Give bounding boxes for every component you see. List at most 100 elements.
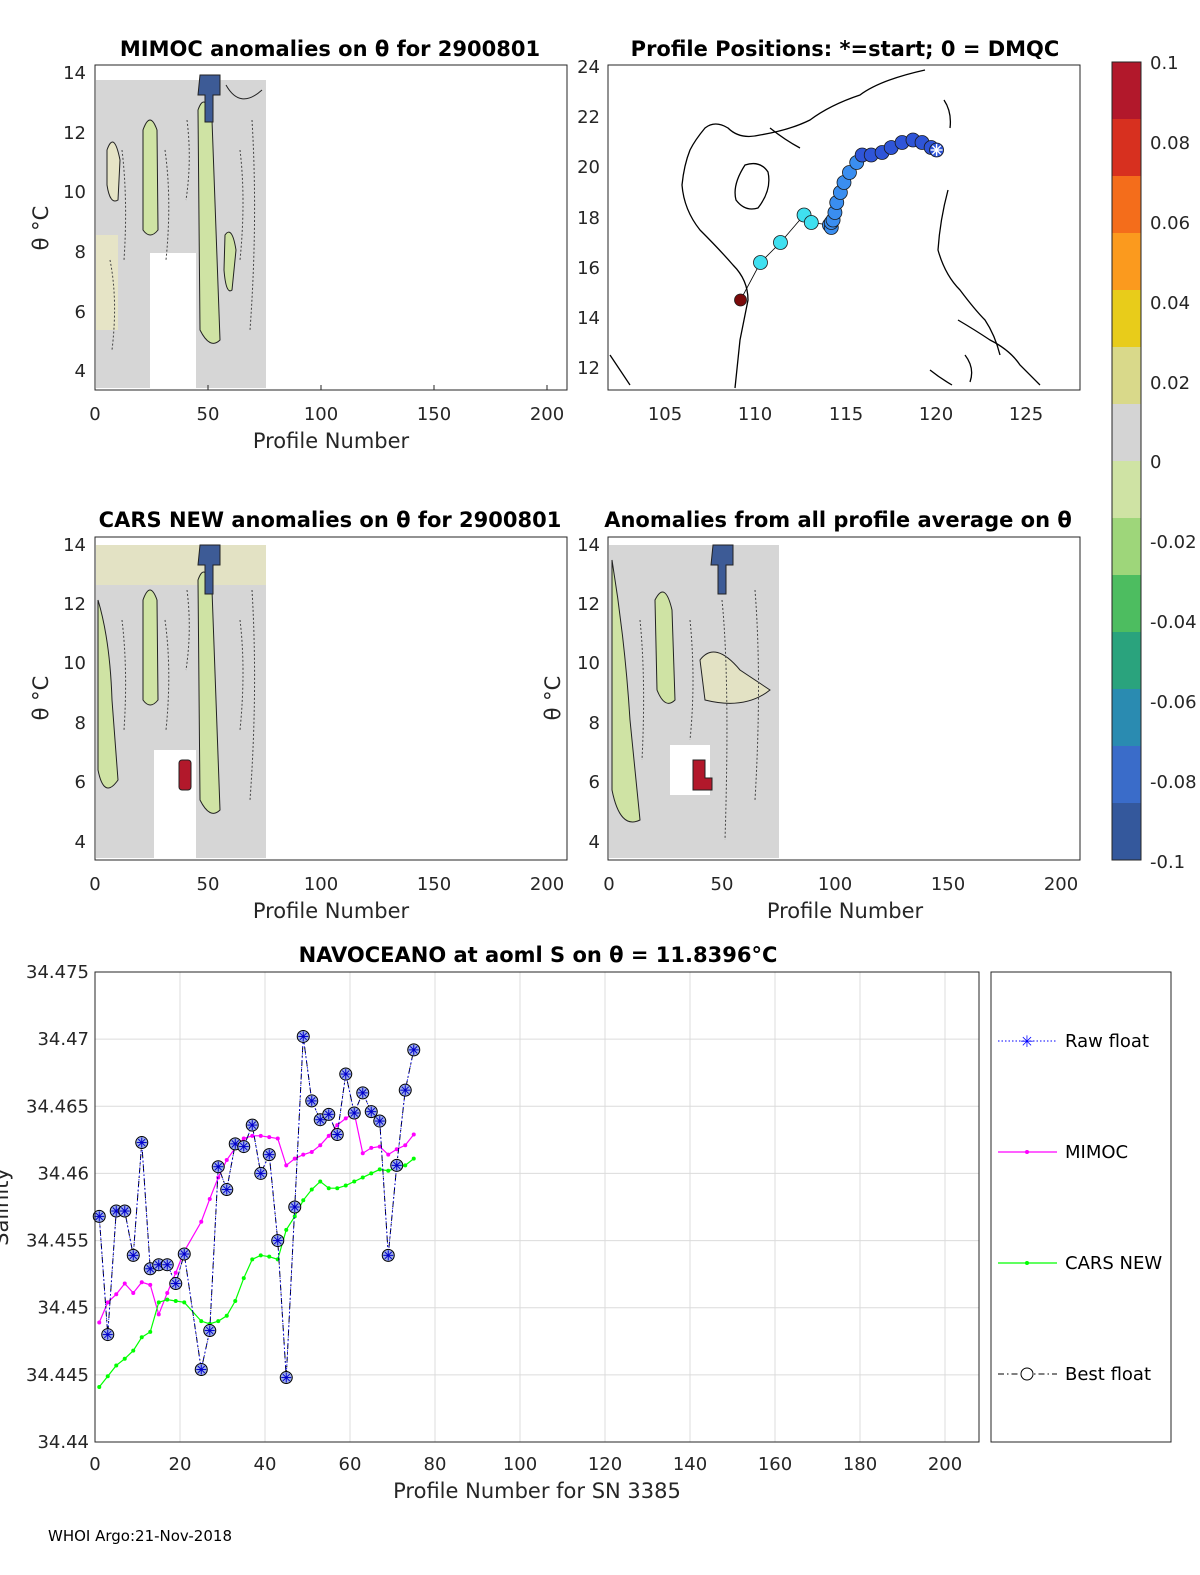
- mimoc-point: [207, 1196, 212, 1201]
- cars-xtick-1: 50: [197, 874, 220, 895]
- mimoc-point: [326, 1133, 331, 1138]
- raw-point: [264, 1149, 275, 1160]
- colorbar-band: [1112, 290, 1141, 348]
- positions-xtick-3: 120: [919, 404, 953, 425]
- cars-point: [335, 1186, 340, 1191]
- cars-heatmap: [96, 544, 266, 858]
- mimoc-point: [360, 1151, 365, 1156]
- raw-point: [255, 1168, 266, 1179]
- raw-point: [315, 1114, 326, 1125]
- mimoc-point: [369, 1145, 374, 1150]
- cars-xticks: 0 50 100 150 200: [89, 874, 564, 895]
- raw-point: [332, 1129, 343, 1140]
- mimoc-xtick-2: 100: [304, 404, 338, 425]
- avg-xtick-3: 150: [931, 874, 965, 895]
- salinity-xtick: 160: [758, 1454, 792, 1475]
- colorbar-band: [1112, 803, 1141, 861]
- positions-ytick-1: 14: [577, 308, 600, 329]
- mimoc-ylabel: θ °C: [29, 206, 53, 251]
- salinity-xtick: 0: [89, 1454, 100, 1475]
- salinity-ytick: 34.46: [37, 1163, 89, 1184]
- colorbar-frame: [1111, 61, 1142, 861]
- positions-xtick-0: 105: [648, 404, 682, 425]
- cbar-tick-0: 0.1: [1150, 53, 1179, 74]
- avg-ytick-1: 6: [589, 772, 600, 793]
- mimoc-axes: [94, 64, 568, 391]
- raw-point: [179, 1249, 190, 1259]
- salinity-xlabel: Profile Number for SN 3385: [393, 1479, 681, 1503]
- cbar-tick-7: -0.04: [1150, 612, 1197, 633]
- legend-raw: ✳ Raw float: [998, 1031, 1149, 1052]
- mimoc-point: [301, 1152, 306, 1157]
- mimoc-ytick-0: 4: [75, 361, 86, 382]
- legend-best: Best float: [998, 1364, 1151, 1385]
- salinity-grid: [95, 972, 979, 1442]
- salinity-ytick: 34.455: [26, 1231, 89, 1252]
- colorbar-bands: [1112, 62, 1141, 861]
- cars-point: [182, 1300, 187, 1305]
- mimoc-ytick-2: 8: [75, 242, 86, 263]
- cars-ytick-5: 14: [63, 535, 86, 556]
- cbar-tick-9: -0.08: [1150, 772, 1197, 793]
- salinity-panel: NAVOCEANO at aoml S on θ = 11.8396°C 0 20…: [0, 943, 1172, 1503]
- cars-point: [241, 1276, 246, 1281]
- cars-point: [369, 1171, 374, 1176]
- cbar-tick-6: -0.02: [1150, 532, 1197, 553]
- mimoc-point: [173, 1270, 178, 1275]
- mimoc-point: [97, 1320, 102, 1325]
- avg-heatmap: [609, 544, 779, 858]
- positions-yticks: 12 14 16 18 20 22 24: [577, 57, 600, 379]
- mimoc-heatmap: [96, 74, 266, 388]
- cars-point: [122, 1356, 127, 1361]
- avg-xtick-0: 0: [603, 874, 614, 895]
- salinity-ytick: 34.465: [26, 1096, 89, 1117]
- salinity-ytick: 34.44: [37, 1432, 89, 1453]
- legend-mimoc: MIMOC: [998, 1142, 1128, 1163]
- salinity-xtick: 80: [424, 1454, 447, 1475]
- cbar-tick-2: 0.06: [1150, 213, 1190, 234]
- cars-point: [105, 1374, 110, 1379]
- mimoc-point: [386, 1152, 391, 1157]
- cars-point: [301, 1198, 306, 1203]
- raw-point: [221, 1184, 232, 1195]
- cars-point: [386, 1168, 391, 1173]
- cars-ytick-1: 6: [75, 772, 86, 793]
- salinity-xticks: 0 20 40 60 80 100 120 140 160 180 200: [89, 1454, 962, 1475]
- mimoc-ytick-1: 6: [75, 302, 86, 323]
- cars-point: [258, 1253, 263, 1258]
- raw-point: [391, 1160, 402, 1171]
- cars-xtick-0: 0: [89, 874, 100, 895]
- colorbar-band: [1112, 632, 1141, 690]
- raw-point: [323, 1109, 334, 1120]
- cars-point: [326, 1186, 331, 1191]
- cars-point: [114, 1363, 119, 1368]
- salinity-xtick: 60: [339, 1454, 362, 1475]
- cars-ytick-4: 12: [63, 594, 86, 615]
- mimoc-point: [258, 1133, 263, 1138]
- raw-point: [272, 1235, 283, 1246]
- cbar-tick-4: 0.02: [1150, 373, 1190, 394]
- cars-point: [97, 1384, 102, 1389]
- positions-xtick-4: 125: [1009, 404, 1043, 425]
- track-point: [753, 255, 768, 270]
- mimoc-point: [165, 1290, 170, 1295]
- positions-ytick-2: 16: [577, 258, 600, 279]
- cars-point: [411, 1156, 416, 1161]
- raw-point: [366, 1106, 377, 1117]
- positions-coastline: [609, 69, 1041, 389]
- raw-point: [349, 1108, 360, 1118]
- avg-ytick-4: 12: [577, 594, 600, 615]
- raw-point: [162, 1259, 173, 1270]
- positions-ytick-3: 18: [577, 208, 600, 229]
- colorbar-band: [1112, 62, 1141, 120]
- positions-ytick-5: 22: [577, 107, 600, 128]
- legend-mimoc-marker-icon: [1025, 1150, 1029, 1154]
- legend-mimoc-label: MIMOC: [1065, 1142, 1128, 1163]
- mimoc-xlabel: Profile Number: [253, 429, 410, 453]
- mimoc-point: [156, 1312, 161, 1317]
- cars-point: [148, 1329, 153, 1334]
- raw-point: [204, 1325, 215, 1336]
- cars-title: CARS NEW anomalies on θ for 2900801: [99, 508, 562, 532]
- colorbar-band: [1112, 119, 1141, 177]
